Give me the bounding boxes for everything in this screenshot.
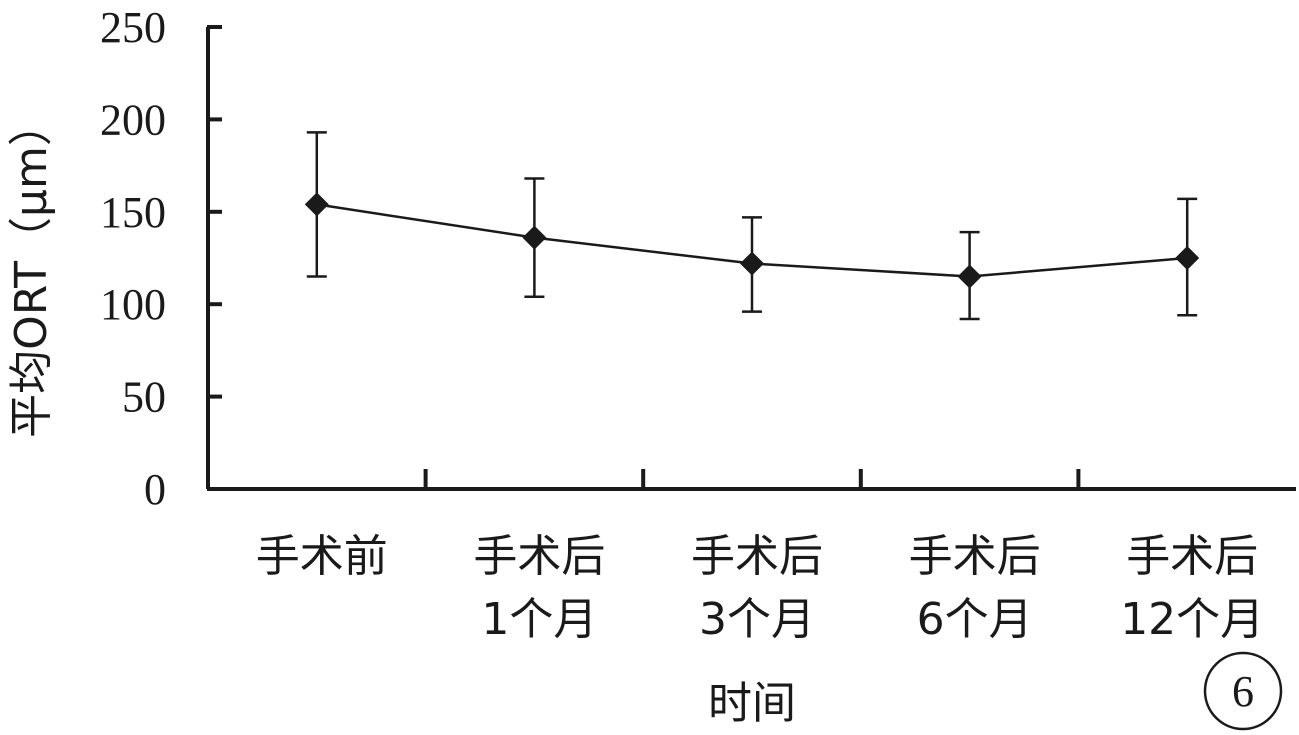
x-category-label-line: 6个月	[917, 594, 1033, 645]
x-category-label: 手术后 6个月	[909, 531, 1041, 645]
y-tick-label: 150	[100, 188, 166, 237]
x-axis-ticks	[423, 469, 1081, 489]
y-tick-label: 250	[100, 3, 166, 52]
data-point-marker	[1175, 246, 1200, 270]
x-category-label-line: 3个月	[699, 594, 815, 645]
x-category-label-line: 手术后	[909, 531, 1041, 582]
data-point-marker	[740, 251, 764, 276]
y-axis-ticks: 0 50 100 150 200 250	[100, 3, 222, 514]
x-category-label: 手术后 3个月	[691, 531, 823, 645]
panel-badge-label: 6	[1232, 667, 1254, 716]
y-axis-title: 平均ORT（μm）	[6, 102, 57, 438]
x-category-label-line: 12个月	[1120, 594, 1264, 645]
y-tick-label: 50	[122, 373, 166, 422]
x-category-label: 手术后 1个月	[473, 531, 605, 645]
panel-badge-circle	[1203, 651, 1283, 731]
y-tick-label: 100	[100, 280, 166, 329]
data-point-marker	[957, 264, 982, 289]
data-point-marker	[522, 225, 547, 250]
y-tick-label: 200	[100, 95, 166, 144]
data-point-marker	[304, 192, 329, 217]
x-category-label: 手术前	[256, 531, 388, 582]
x-category-label-line: 手术后	[473, 531, 605, 582]
error-bars	[306, 131, 1198, 321]
x-axis-title: 时间	[708, 678, 796, 729]
x-category-label: 手术后 12个月	[1120, 531, 1264, 645]
x-category-label-line: 手术后	[1126, 531, 1258, 582]
y-tick-label: 0	[144, 465, 166, 514]
x-category-label-line: 手术前	[256, 531, 388, 582]
panel-badge: 6	[1203, 651, 1283, 731]
x-category-label-line: 1个月	[481, 594, 597, 645]
x-category-labels: 手术前 手术后 1个月 手术后 3个月 手术后 6个月 手术后 12个月	[256, 531, 1264, 645]
data-markers	[304, 192, 1200, 289]
x-category-label-line: 手术后	[691, 531, 823, 582]
